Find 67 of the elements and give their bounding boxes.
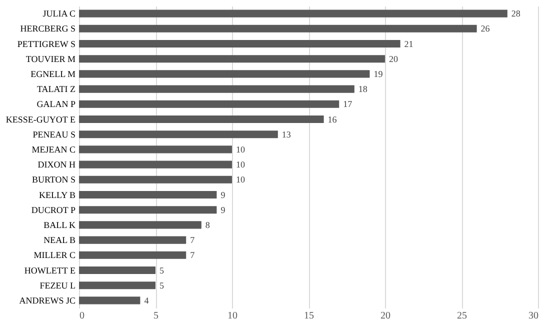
y-tick-label: TOUVIER M: [26, 54, 76, 64]
data-label: 26: [480, 24, 490, 34]
data-label: 9: [220, 190, 226, 200]
data-label: 10: [236, 144, 246, 154]
x-tick-label: 5: [154, 310, 158, 322]
data-label: 10: [236, 160, 246, 170]
y-tick-label: BURTON S: [32, 174, 76, 185]
data-label: 20: [389, 54, 398, 64]
y-tick-label: PETTIGREW S: [17, 38, 76, 49]
bar: [79, 115, 324, 124]
data-label: 13: [282, 129, 292, 140]
y-tick-label: GALAN P: [36, 99, 76, 110]
data-label: 5: [160, 280, 164, 290]
x-tick-label: 25: [457, 310, 467, 322]
data-label: 18: [358, 84, 368, 94]
data-label: 16: [328, 114, 338, 124]
y-tick-label: FEZEU L: [40, 280, 76, 290]
x-tick-label: 30: [528, 310, 538, 322]
bar: [79, 10, 508, 18]
data-label: 17: [343, 99, 353, 110]
y-tick-label: TALATI Z: [36, 84, 76, 94]
y-tick-label: KELLY B: [38, 190, 76, 200]
bar: [79, 251, 186, 259]
x-tick-label: 0: [80, 310, 84, 322]
y-tick-label: DIXON H: [38, 160, 76, 170]
y-tick-label: DUCROT P: [31, 204, 76, 215]
bar: [79, 85, 354, 93]
bar: [79, 24, 477, 32]
bar: [79, 296, 140, 304]
bar: [79, 282, 156, 290]
x-tick-label: 10: [228, 310, 238, 322]
y-tick-label: ANDREWS JC: [19, 295, 76, 306]
y-tick-label: HOWLETT E: [24, 265, 76, 276]
bar: [79, 146, 232, 154]
bar: [79, 100, 340, 108]
bar: [79, 206, 217, 214]
y-tick-label: JULIA C: [42, 8, 76, 19]
x-tick-label: 15: [304, 310, 314, 322]
bar: [79, 176, 232, 184]
y-tick-label: BALL K: [44, 220, 76, 230]
data-label: 7: [190, 235, 196, 246]
x-tick-label: 20: [380, 310, 390, 322]
bar: [79, 266, 156, 274]
y-tick-label: NEAL B: [44, 235, 76, 246]
y-tick-label: MEJEAN C: [32, 144, 76, 154]
bar: [79, 40, 400, 48]
data-label: 19: [374, 68, 384, 79]
y-tick-label: EGNELL M: [30, 68, 76, 79]
y-tick-label: PENEAU S: [32, 129, 76, 140]
data-label: 8: [205, 220, 210, 230]
bar: [79, 236, 186, 244]
bar: [79, 55, 385, 63]
data-label: 10: [236, 174, 246, 185]
y-tick-label: HERCBERG S: [20, 24, 76, 34]
bar: [79, 160, 232, 168]
data-label: 21: [404, 38, 414, 49]
y-tick-label: KESSE-GUYOT E: [6, 114, 76, 124]
bar: [79, 130, 278, 138]
data-label: 7: [190, 250, 196, 260]
data-label: 5: [160, 265, 164, 276]
y-tick-label: MILLER C: [34, 250, 76, 260]
data-label: 4: [144, 295, 150, 306]
data-label: 9: [220, 204, 226, 215]
bar: [79, 190, 217, 199]
data-label: 28: [511, 8, 521, 19]
bar: [79, 221, 202, 229]
bar: [79, 70, 370, 78]
